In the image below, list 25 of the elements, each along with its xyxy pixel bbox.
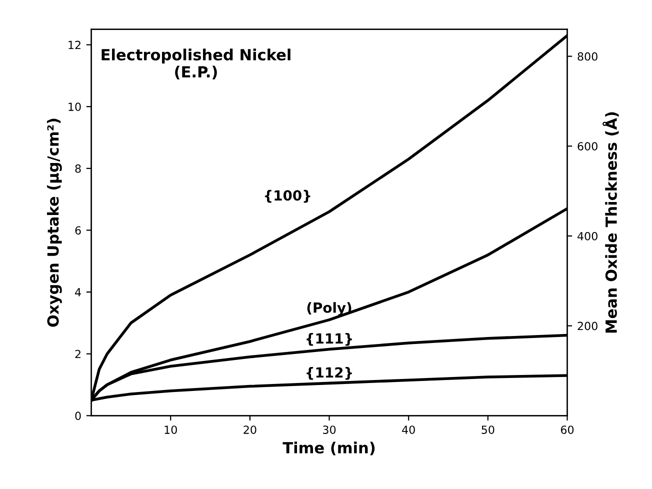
y-axis-title: Oxygen Uptake (µg/cm²) (46, 118, 62, 327)
y2-tick-label: 800 (578, 52, 598, 61)
x-tick-label: 50 (482, 426, 494, 434)
x-tick-label: 30 (323, 426, 336, 434)
series-label: (Poly) (307, 302, 352, 316)
x-tick-label: 20 (244, 426, 256, 434)
y2-tick-label: 200 (578, 322, 598, 330)
y2-tick-label: 400 (578, 232, 598, 240)
y-tick-label: 4 (75, 288, 81, 296)
y2-axis-title: Mean Oxide Thickness (Å) (602, 112, 619, 333)
y-tick-label: 10 (68, 102, 81, 111)
x-axis-title: Time (min) (282, 442, 375, 456)
x-tick-label: 60 (560, 426, 574, 434)
x-tick-label: 10 (164, 426, 177, 434)
y-tick-label: 8 (75, 164, 81, 173)
series-label: {112} (306, 366, 352, 380)
series-label: {100} (264, 190, 310, 203)
y-tick-label: 0 (75, 412, 81, 420)
series-label: {111} (306, 332, 352, 346)
y2-tick-label: 600 (578, 142, 598, 151)
y-tick-label: 6 (75, 226, 81, 235)
text: Electropolished Nickel (E.P.) (102, 48, 290, 80)
y-tick-label: 12 (68, 40, 80, 50)
y-tick-label: 2 (75, 350, 80, 358)
x-tick-label: 40 (402, 426, 415, 434)
